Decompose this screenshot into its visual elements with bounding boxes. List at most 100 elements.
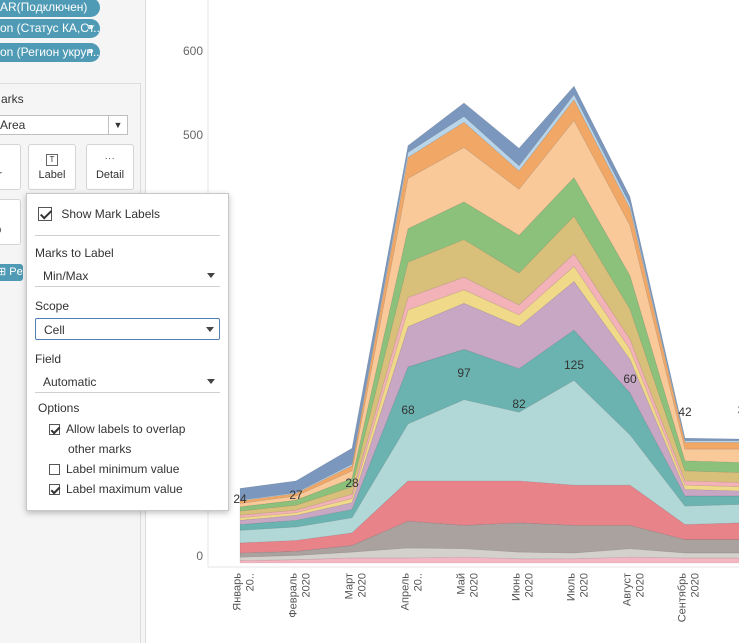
x-tick-label: Май 2020 [456, 573, 481, 597]
scope-dropdown[interactable]: Cell [35, 318, 220, 340]
options-heading: Options [38, 401, 80, 415]
chevron-down-icon: ▼ [108, 116, 127, 134]
tooltip-button-label: ip [0, 224, 20, 236]
allow-overlap-option[interactable]: Allow labels to overlap [49, 422, 185, 436]
x-tick-label-part: 2020 [301, 573, 313, 597]
show-mark-labels-checkbox[interactable] [38, 206, 52, 221]
label-min-option[interactable]: Label minimum value [49, 462, 179, 476]
area-series-14 [239, 85, 739, 501]
plus-icon: ⊞ [0, 266, 6, 278]
mark-labels-popup: Show Mark Labels Marks to Label Min/Max … [26, 193, 229, 511]
x-tick-label-part: 2020 [469, 573, 481, 597]
data-label: 68 [401, 403, 415, 417]
marks-to-label-value: Min/Max [43, 269, 89, 283]
filter-pill-label: on (Статус КА,Ст... [0, 21, 100, 35]
filter-pill-status[interactable]: on (Статус КА,Ст... ⚭ [0, 19, 100, 38]
data-label: 60 [623, 372, 637, 386]
allow-overlap-label: Allow labels to overlap [66, 422, 186, 436]
filter-pill-label: AR(Подключен) [0, 0, 88, 14]
marks-field-pill-label: Pe [9, 266, 23, 278]
x-tick-label-part: Июнь [511, 573, 523, 601]
color-icon [0, 151, 20, 165]
label-min-checkbox[interactable] [49, 464, 60, 476]
x-tick-label-part: Январь [232, 573, 244, 611]
area-chart: 050060024272868978212560423Январь20..Фев… [183, 0, 739, 623]
data-label: 24 [233, 492, 247, 506]
data-label: 42 [678, 405, 692, 419]
label-max-label: Label maximum value [66, 482, 183, 496]
label-icon: T [29, 151, 75, 166]
x-tick-label-part: 2020 [524, 573, 536, 597]
allow-overlap-checkbox[interactable] [49, 424, 60, 436]
x-tick-label-part: 2020 [357, 573, 369, 597]
marks-to-label-heading: Marks to Label [35, 246, 114, 260]
data-label: 82 [512, 397, 526, 411]
x-tick-label: Январь 20.. [232, 573, 257, 611]
x-tick-label-part: Июль [566, 573, 578, 601]
link-icon: ⚭ [85, 46, 95, 58]
tooltip-icon [0, 206, 20, 220]
detail-button[interactable]: ∙∙∙ Detail [86, 144, 134, 190]
chevron-down-icon [206, 327, 214, 332]
detail-button-label: Detail [95, 169, 125, 181]
x-tick-label-part: 20.. [413, 573, 425, 591]
y-tick-label: 500 [183, 128, 203, 142]
x-tick-label-part: 20.. [245, 573, 257, 591]
filter-pill-connected[interactable]: AR(Подключен) [0, 0, 100, 17]
data-label: 27 [289, 488, 303, 502]
x-tick-label-part: 2020 [579, 573, 591, 597]
divider [35, 235, 220, 236]
x-tick-label: Август 2020 [622, 573, 647, 606]
data-label: 97 [457, 366, 471, 380]
area-series-0 [239, 556, 739, 564]
x-tick-label-part: 2020 [690, 573, 702, 597]
label-max-checkbox[interactable] [49, 484, 60, 496]
scope-heading: Scope [35, 299, 70, 313]
marks-field-pill[interactable]: ⊞ Pe [0, 264, 23, 281]
area-series-2 [239, 520, 739, 558]
x-tick-label: Июнь 2020 [511, 573, 536, 601]
x-tick-label-part: Апрель [400, 573, 412, 611]
marks-card-title: arks [1, 92, 24, 106]
field-heading: Field [35, 352, 62, 366]
label-button-label: Label [38, 169, 66, 181]
link-icon: ⚭ [85, 22, 95, 34]
y-tick-label: 600 [183, 44, 203, 58]
data-label: 3 [738, 403, 739, 417]
mark-type-dropdown[interactable]: Area ▼ [0, 115, 128, 135]
allow-overlap-label-line2: other marks [68, 442, 132, 456]
y-tick-label: 0 [196, 549, 203, 563]
scope-value: Cell [44, 323, 65, 337]
x-tick-label-part: Март [344, 573, 356, 599]
field-value: Automatic [43, 375, 97, 389]
area-series-9 [239, 215, 739, 516]
x-tick-label-part: Февраль [288, 573, 300, 618]
data-label: 125 [564, 358, 584, 372]
x-tick-label: Апрель 20.. [400, 573, 425, 611]
x-tick-label-part: Май [456, 573, 468, 595]
mark-type-value: Area [0, 118, 26, 132]
x-tick-label: Сентябрь 2020 [677, 573, 702, 623]
show-mark-labels-row[interactable]: Show Mark Labels [38, 206, 160, 221]
label-min-label: Label minimum value [66, 462, 180, 476]
filter-pill-region[interactable]: on (Регион укруп... ⚭ [0, 43, 100, 62]
x-tick-label-part: 2020 [635, 573, 647, 597]
marks-to-label-dropdown[interactable]: Min/Max [35, 265, 220, 287]
area-series-6 [239, 280, 739, 525]
field-dropdown[interactable]: Automatic [35, 371, 220, 393]
x-tick-label: Март 2020 [344, 573, 369, 599]
label-button[interactable]: T Label [28, 144, 76, 190]
color-button-label: ur [0, 169, 20, 181]
tooltip-button[interactable]: ip [0, 199, 21, 245]
color-button[interactable]: ur [0, 144, 21, 190]
x-tick-label: Июль 2020 [566, 573, 591, 601]
x-tick-label-part: Август [622, 573, 634, 606]
data-label: 28 [345, 476, 359, 490]
detail-icon: ∙∙∙ [104, 153, 116, 163]
chevron-down-icon [207, 273, 215, 278]
x-tick-label-part: Сентябрь [677, 573, 689, 623]
x-tick-label: Февраль 2020 [288, 573, 313, 618]
chevron-down-icon [207, 379, 215, 384]
label-max-option[interactable]: Label maximum value [49, 482, 183, 496]
show-mark-labels-label: Show Mark Labels [61, 206, 161, 221]
